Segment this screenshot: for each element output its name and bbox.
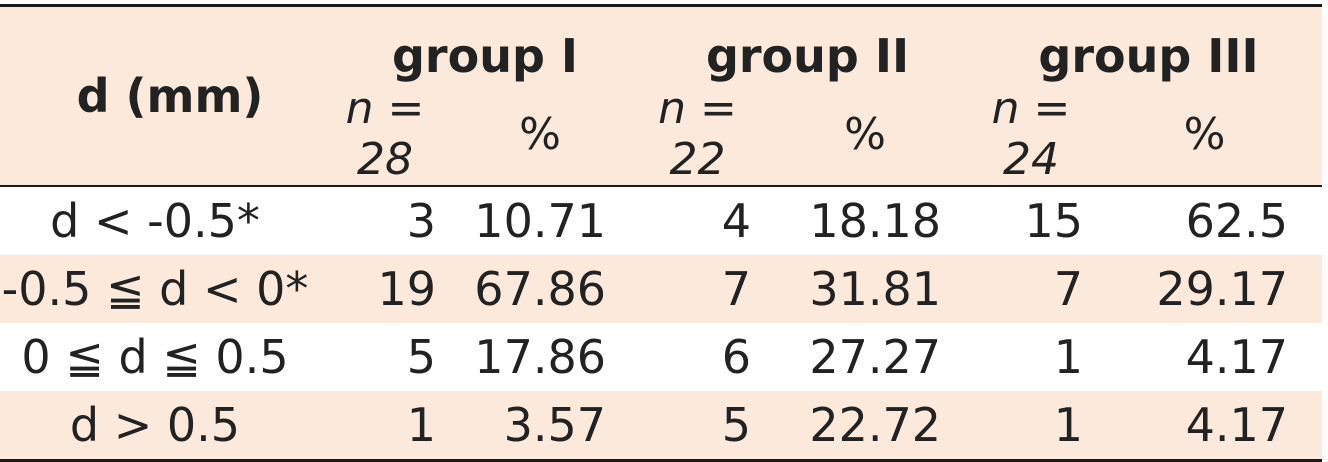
cell-group-2-n: 5: [721, 398, 751, 452]
group-3-n-text: n = 24: [991, 83, 1071, 185]
table-row: d < -0.5* 3 10.71 4 18.18 15 62.5: [0, 186, 1322, 255]
cell-group-2-pct: 27.27: [809, 330, 942, 384]
group-3-n-header: n = 24: [975, 83, 1087, 186]
cell-group-1-pct: 17.86: [474, 330, 606, 384]
cell-group-3-pct: 29.17: [1156, 262, 1289, 316]
group-3-header: group III: [1038, 29, 1259, 83]
cell-group-2-pct: 22.72: [809, 398, 942, 452]
cell-group-3-pct: 4.17: [1185, 330, 1289, 384]
table-row: -0.5 ≦ d < 0* 19 67.86 7 31.81 7 29.17: [0, 255, 1323, 323]
cell-group-3-n: 15: [1024, 194, 1084, 248]
cell-group-2-pct: 31.81: [809, 262, 942, 316]
row-label: d > 0.5: [69, 398, 241, 452]
row-label: -0.5 ≦ d < 0*: [1, 262, 309, 316]
header-row-groups: d (mm) group I group II group III: [0, 5, 1323, 123]
group-2-n-header: n = 22: [640, 83, 755, 186]
group-2-pct-header: %: [844, 108, 886, 160]
label-column-header: d (mm): [76, 69, 264, 123]
cell-group-1-n: 3: [406, 194, 436, 248]
cell-group-1-n: 1: [406, 398, 436, 452]
cell-group-2-pct: 18.18: [809, 194, 942, 248]
group-1-pct-header: %: [519, 108, 561, 160]
cell-group-1-pct: 3.57: [503, 398, 606, 452]
row-label: d < -0.5*: [50, 194, 260, 248]
group-1-n-text: n = 28: [345, 83, 425, 185]
group-1-n-header: n = 28: [330, 83, 440, 186]
data-table: d (mm) group I group II group III n = 28…: [0, 4, 1323, 462]
table-body: d < -0.5* 3 10.71 4 18.18 15 62.5 -0.5 ≦…: [0, 186, 1323, 461]
cell-group-3-pct: 62.5: [1185, 194, 1289, 248]
table-row: d > 0.5 1 3.57 5 22.72 1 4.17: [0, 391, 1323, 461]
cell-group-2-n: 7: [721, 262, 751, 316]
cell-group-3-n: 7: [1053, 262, 1084, 316]
cell-group-2-n: 4: [721, 194, 751, 248]
table-header: d (mm) group I group II group III n = 28…: [0, 5, 1323, 186]
cell-group-1-pct: 67.86: [474, 262, 606, 316]
data-table-container: d (mm) group I group II group III n = 28…: [0, 5, 1323, 461]
cell-group-2-n: 6: [721, 330, 751, 384]
group-2-header: group II: [705, 29, 910, 83]
group-3-pct-header: %: [1183, 108, 1226, 160]
group-2-n-text: n = 22: [658, 83, 737, 185]
cell-group-1-pct: 10.71: [474, 194, 606, 248]
cell-group-1-n: 19: [377, 262, 436, 316]
cell-group-1-n: 5: [406, 330, 436, 384]
cell-group-3-n: 1: [1053, 330, 1084, 384]
table-row: 0 ≦ d ≦ 0.5 5 17.86 6 27.27 1 4.17: [0, 323, 1322, 391]
group-1-header: group I: [391, 29, 579, 83]
row-label: 0 ≦ d ≦ 0.5: [21, 330, 289, 384]
cell-group-3-n: 1: [1053, 398, 1084, 452]
cell-group-3-pct: 4.17: [1185, 398, 1289, 452]
